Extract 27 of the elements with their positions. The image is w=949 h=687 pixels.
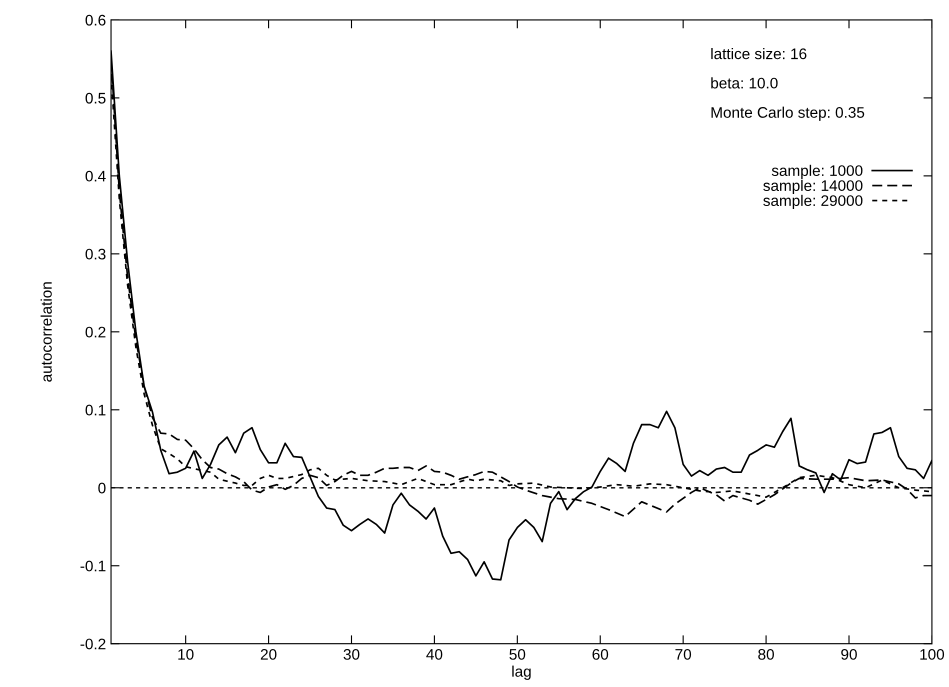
legend-label: sample: 1000 xyxy=(772,164,862,180)
x-tick-label: 60 xyxy=(592,648,608,660)
x-tick-label: 80 xyxy=(758,648,774,660)
x-tick-label: 70 xyxy=(675,648,692,660)
x-tick-label: 20 xyxy=(260,648,276,660)
y-tick-label: 0 xyxy=(98,482,106,494)
y-tick-label: 0.4 xyxy=(86,170,106,182)
annotation: Monte Carlo step: 0.35 xyxy=(712,106,864,121)
x-tick-label: 30 xyxy=(344,648,360,660)
y-tick-label: 0.6 xyxy=(86,14,106,26)
x-axis-title: lag xyxy=(512,666,531,680)
y-axis-title: autocorrelation xyxy=(40,282,52,382)
y-tick-label: 0.5 xyxy=(86,92,106,104)
x-tick-label: 100 xyxy=(920,648,944,660)
x-tick-label: 40 xyxy=(426,648,442,660)
legend-label: sample: 14000 xyxy=(763,180,862,194)
x-tick-label: 10 xyxy=(178,648,194,660)
legend-label: sample: 29000 xyxy=(763,194,862,210)
x-tick-label: 50 xyxy=(509,648,526,660)
y-tick-label: 0.3 xyxy=(86,248,106,260)
y-tick-label: 0.2 xyxy=(86,326,106,338)
annotation: beta: 10.0 xyxy=(711,77,778,89)
y-tick-label: 0.1 xyxy=(86,404,106,416)
x-tick-label: 90 xyxy=(841,648,857,660)
annotation: lattice size: 16 xyxy=(711,48,806,60)
y-tick-label: -0.2 xyxy=(80,638,106,650)
y-tick-label: -0.1 xyxy=(80,560,106,572)
